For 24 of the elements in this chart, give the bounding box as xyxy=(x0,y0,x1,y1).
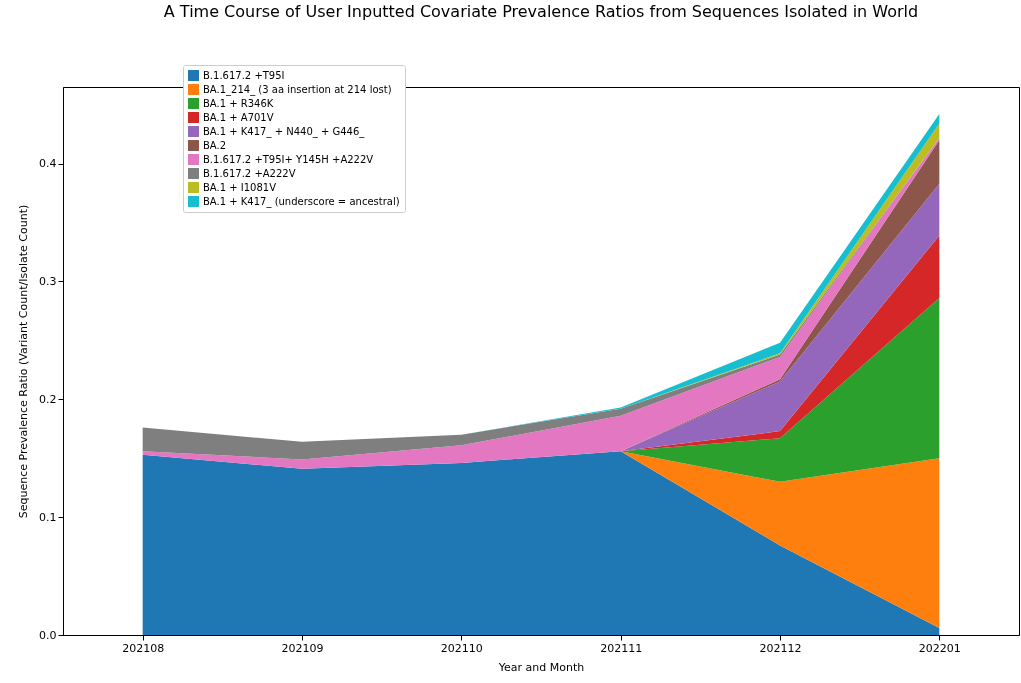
x-tick-label: 202109 xyxy=(281,641,324,655)
legend-label: B.1.617.2 +T95I+ Y145H +A222V xyxy=(203,153,374,165)
x-axis-title: Year and Month xyxy=(497,660,585,674)
y-tick-label: 0.2 xyxy=(39,392,57,406)
legend-label: BA.1 + A701V xyxy=(203,111,274,123)
x-tick-label: 202110 xyxy=(440,641,483,655)
y-tick-label: 0.1 xyxy=(39,510,57,524)
y-tick-label: 0.4 xyxy=(39,157,57,171)
legend-label: BA.1 + K417_ (underscore = ancestral) xyxy=(203,195,400,208)
legend-label: B.1.617.2 +A222V xyxy=(203,167,296,179)
x-tick-label: 202108 xyxy=(122,641,165,655)
chart-title: A Time Course of User Inputted Covariate Prevalence Ratios from Sequences Isolated in World xyxy=(163,1,919,21)
x-tick-label: 202112 xyxy=(759,641,802,655)
y-axis-title: Sequence Prevalence Ratio (Variant Count/Isolate Count) xyxy=(17,204,31,519)
legend-label: BA.1_214_ (3 aa insertion at 214 lost) xyxy=(203,83,392,96)
x-tick-label: 202111 xyxy=(600,641,643,655)
legend-label: B.1.617.2 +T95I xyxy=(203,69,285,81)
legend-label: BA.1 + K417_ + N440_ + G446_ xyxy=(203,125,366,138)
legend-label: BA.1 + R346K xyxy=(203,97,274,109)
x-tick-label: 202201 xyxy=(918,641,961,655)
y-tick-label: 0.0 xyxy=(39,628,57,642)
legend-label: BA.1 + I1081V xyxy=(203,181,277,193)
legend-label: BA.2 xyxy=(203,139,227,151)
y-tick-label: 0.3 xyxy=(39,274,57,288)
